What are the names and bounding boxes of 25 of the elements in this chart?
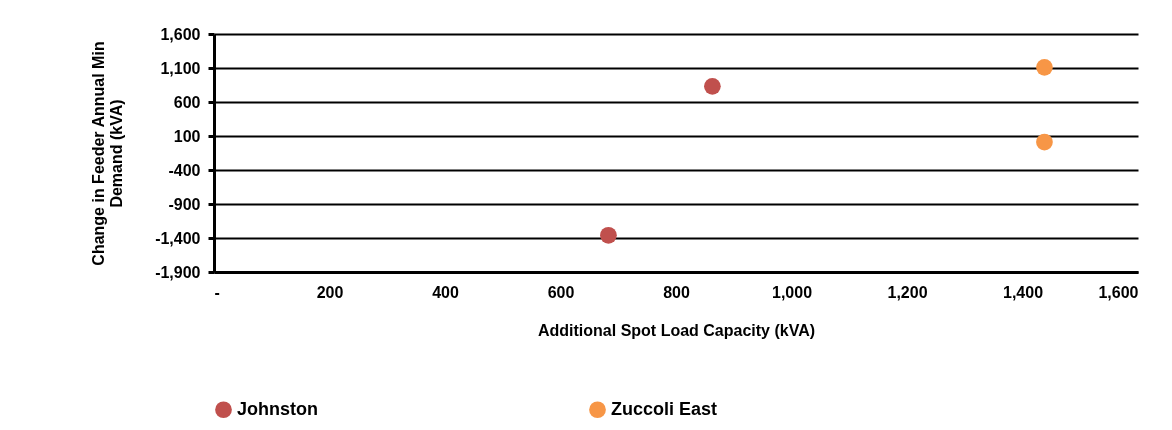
point [600,226,617,244]
x-tick-label: 400 [432,283,459,301]
y-tick-label: 100 [173,127,201,145]
x-tick-label: 600 [547,283,575,301]
x-tick-label: 1,400 [1002,283,1044,301]
y-tick-label: -1,400 [155,229,201,247]
y-tick-label: -400 [168,161,201,179]
y-tick-label: -900 [168,195,201,213]
x-tick-label: 200 [316,283,344,301]
y-tick-label: -1,900 [155,263,201,281]
legend-label: Johnston [237,398,318,419]
y-tick-label: 600 [173,93,201,111]
y-tick-label: 1,100 [160,59,201,77]
x-axis-title: Additional Spot Load Capacity (kVA) [537,321,816,339]
x-tick-label: 1,600 [1098,283,1139,301]
legend-label: Zuccoli East [611,398,718,419]
y-tick-label: 1,600 [160,25,201,43]
point [704,78,721,95]
x-tick-label: - [214,283,220,301]
x-tick-label: 1,000 [771,283,813,301]
point [1036,58,1053,76]
y-axis-title: Change in Feeder Annual Min Demand (kVA) [90,41,126,266]
point [1036,133,1053,151]
x-tick-label: 1,200 [887,283,928,301]
x-tick-label: 800 [663,283,690,301]
